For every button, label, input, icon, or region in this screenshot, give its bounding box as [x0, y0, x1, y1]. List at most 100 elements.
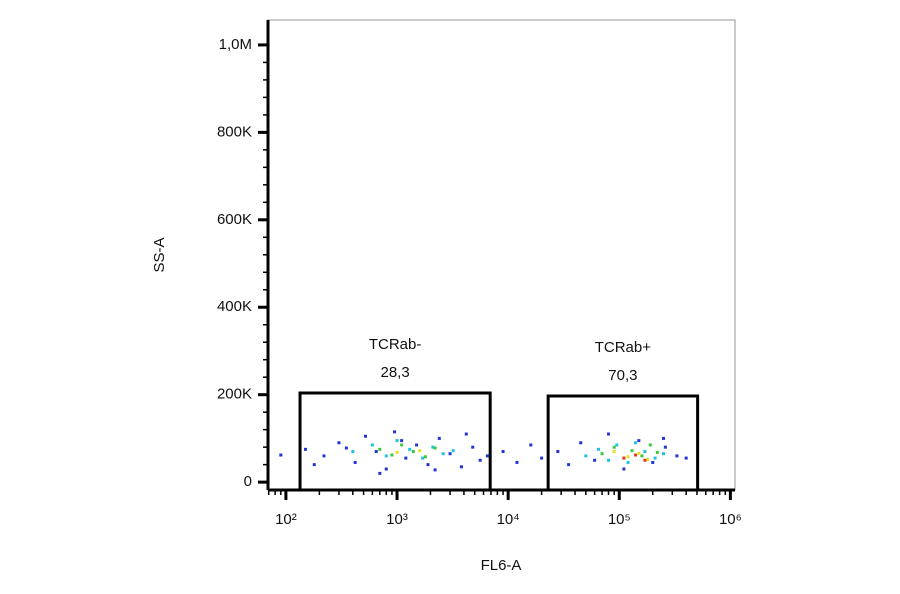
gate-percent: 70,3 — [608, 367, 637, 384]
event-dot — [426, 463, 430, 467]
event-dot — [593, 458, 597, 462]
event-dot — [415, 443, 419, 447]
event-dot — [370, 443, 374, 447]
event-dot — [640, 454, 644, 458]
event-dot — [418, 449, 422, 453]
event-dot — [433, 446, 437, 450]
event-dot — [395, 450, 399, 454]
event-dot — [634, 441, 638, 445]
event-dot — [478, 458, 482, 462]
event-dot — [441, 452, 445, 456]
event-dot — [684, 456, 688, 460]
x-axis-label: FL6-A — [481, 557, 522, 574]
y-tick-label: 800K — [217, 123, 252, 140]
event-dot — [431, 445, 435, 449]
event-dot — [390, 453, 394, 457]
event-dot — [421, 456, 425, 460]
event-dot — [634, 453, 638, 457]
event-dot — [322, 454, 326, 458]
y-tick-label: 200K — [217, 386, 252, 403]
event-dot — [630, 449, 634, 453]
event-dot — [529, 443, 533, 447]
event-dot — [567, 463, 571, 467]
event-dot — [471, 445, 475, 449]
event-dot — [637, 439, 641, 443]
event-dot — [612, 450, 616, 454]
event-dot — [395, 439, 399, 443]
event-dot — [637, 451, 641, 455]
plot-frame — [267, 19, 736, 491]
x-tick-label: 10⁴ — [497, 511, 520, 528]
event-dot — [600, 452, 604, 456]
y-axis-label: SS-A — [151, 237, 168, 272]
event-dot — [622, 467, 626, 471]
gate-name: TCRab+ — [595, 339, 652, 356]
event-dot — [378, 471, 382, 475]
y-tick-label: 600K — [217, 211, 252, 228]
event-dot — [279, 453, 283, 457]
event-dot — [344, 446, 348, 450]
event-dot — [374, 450, 378, 454]
event-dot — [312, 463, 316, 467]
event-dot — [643, 450, 647, 454]
event-dot — [423, 455, 427, 459]
event-dot — [651, 460, 655, 464]
event-dot — [675, 454, 679, 458]
x-tick-label: 10³ — [386, 511, 408, 528]
event-dot — [643, 458, 647, 462]
x-tick-label: 10² — [275, 511, 297, 528]
gate-name: TCRab- — [369, 336, 422, 353]
event-dot — [584, 454, 588, 458]
event-dot — [596, 447, 600, 451]
event-dot — [663, 445, 667, 449]
event-dot — [579, 441, 583, 445]
event-dot — [653, 456, 657, 460]
event-dot — [351, 450, 355, 454]
y-tick-label: 1,0M — [219, 36, 252, 53]
event-dot — [607, 432, 611, 436]
event-dot — [303, 447, 307, 451]
event-dot — [661, 452, 665, 456]
event-dot — [515, 460, 519, 464]
gate — [546, 394, 700, 490]
event-dot — [384, 454, 388, 458]
event-dot — [646, 457, 650, 461]
event-dot — [612, 445, 616, 449]
event-dot — [353, 460, 357, 464]
event-dot — [464, 432, 468, 436]
event-dot — [384, 467, 388, 471]
event-dot — [648, 443, 652, 447]
y-tick-label: 400K — [217, 298, 252, 315]
event-dot — [337, 441, 341, 445]
event-dot — [408, 447, 412, 451]
event-dot — [363, 434, 367, 438]
event-dot — [626, 455, 630, 459]
event-dot — [400, 443, 404, 447]
event-dot — [393, 430, 397, 434]
gate-percent: 28,3 — [381, 364, 410, 381]
event-dot — [556, 450, 560, 454]
event-dot — [501, 450, 505, 454]
event-dot — [451, 449, 455, 453]
event-dot — [404, 456, 408, 460]
event-dot — [622, 456, 626, 460]
event-dot — [400, 439, 404, 443]
event-dot — [433, 468, 437, 472]
event-dot — [485, 454, 489, 458]
event-dot — [626, 460, 630, 464]
event-dot — [448, 452, 452, 456]
x-tick-label: 10⁶ — [719, 511, 742, 528]
event-dot — [411, 450, 415, 454]
event-dot — [607, 458, 611, 462]
y-tick-label: 0 — [244, 473, 252, 490]
event-dot — [437, 436, 441, 440]
event-dot — [378, 447, 382, 451]
event-dot — [655, 450, 659, 454]
event-dot — [459, 465, 463, 469]
event-dot — [661, 436, 665, 440]
event-dot — [615, 443, 619, 447]
x-tick-label: 10⁵ — [608, 511, 631, 528]
event-dot — [540, 456, 544, 460]
